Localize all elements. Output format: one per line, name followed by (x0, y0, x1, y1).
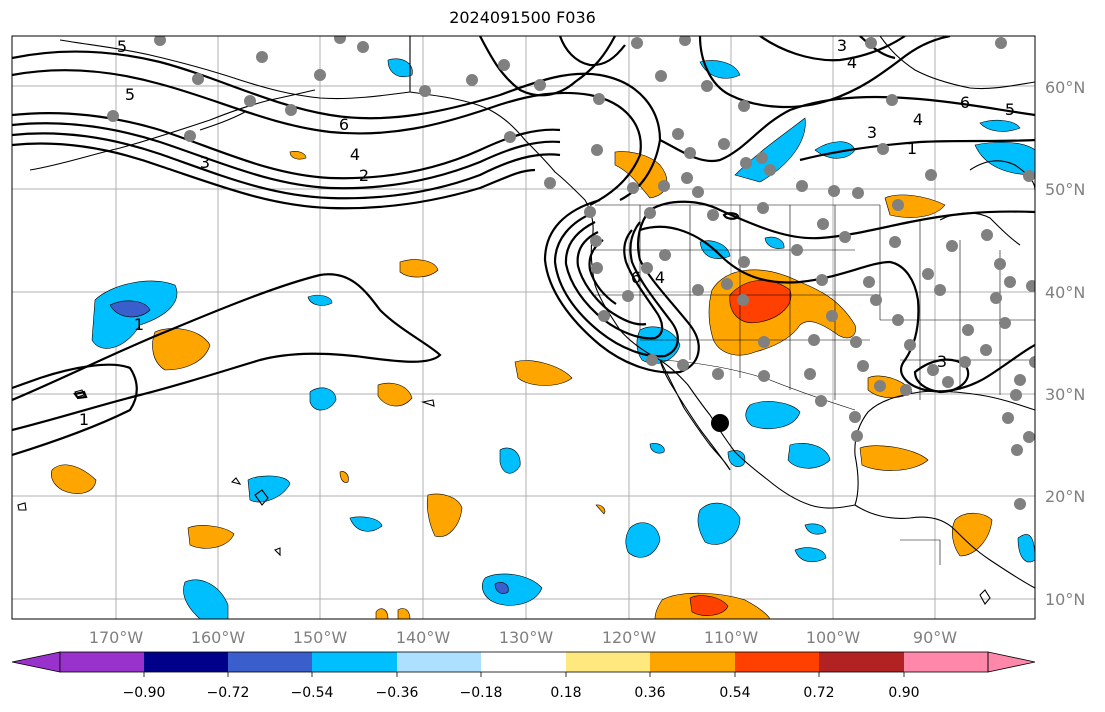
lon-label: 120°W (602, 628, 657, 647)
lon-label: 100°W (806, 628, 861, 647)
lat-label: 50°N (1045, 180, 1085, 199)
contours (12, 36, 1035, 457)
lat-label: 60°N (1045, 78, 1085, 97)
colorbar: −0.90 −0.72 −0.54 −0.36 −0.18 0.18 0.36 … (11, 651, 1036, 701)
svg-text:5: 5 (1005, 100, 1015, 119)
colorbar-tick: 0.72 (803, 685, 834, 701)
lat-label: 30°N (1045, 385, 1085, 404)
svg-text:1: 1 (79, 410, 89, 429)
colorbar-tick: 0.54 (719, 685, 750, 701)
colorbar-tick: −0.72 (207, 685, 250, 701)
lon-label: 170°W (89, 628, 144, 647)
lat-tick-labels: 10°N 20°N 30°N 40°N 50°N 60°N (1045, 78, 1085, 609)
svg-text:4: 4 (350, 145, 360, 164)
svg-text:3: 3 (200, 153, 210, 172)
svg-text:6: 6 (960, 93, 970, 112)
lon-label: 90°W (913, 628, 957, 647)
map-panel (12, 36, 1035, 619)
colorbar-tick: −0.18 (460, 685, 503, 701)
lat-label: 20°N (1045, 487, 1085, 506)
lat-label: 40°N (1045, 283, 1085, 302)
colorbar-tick: −0.90 (123, 685, 166, 701)
station-dots (107, 36, 1035, 510)
lon-tick-labels: 170°W 160°W 150°W 140°W 130°W 120°W 110°… (89, 628, 957, 647)
svg-text:3: 3 (867, 123, 877, 142)
lon-label: 150°W (293, 628, 348, 647)
svg-text:5: 5 (125, 85, 135, 104)
svg-text:4: 4 (655, 268, 665, 287)
svg-text:4: 4 (913, 110, 923, 129)
svg-text:3: 3 (837, 36, 847, 55)
map-frame (11, 35, 1036, 620)
svg-text:4: 4 (847, 53, 857, 72)
svg-text:5: 5 (117, 37, 127, 56)
lon-label: 160°W (191, 628, 246, 647)
svg-text:2: 2 (359, 166, 369, 185)
colorbar-max-arrow (987, 651, 1036, 673)
lat-label: 10°N (1045, 590, 1085, 609)
svg-text:6: 6 (631, 268, 641, 287)
colorbar-min-arrow (11, 651, 61, 673)
colorbar-tick: −0.54 (291, 685, 334, 701)
colorbar-tick: 0.36 (634, 685, 665, 701)
svg-text:3: 3 (937, 352, 947, 371)
svg-text:1: 1 (907, 139, 917, 158)
colorbar-tick: −0.36 (376, 685, 419, 701)
colorbar-tick: 0.90 (888, 685, 919, 701)
highlight-station-marker (711, 414, 729, 432)
colorbar-tick: 0.18 (550, 685, 581, 701)
svg-text:6: 6 (339, 115, 349, 134)
contour-labels: 5 5 6 4 3 2 1 1 3 4 6 5 4 3 1 6 4 3 (79, 36, 1015, 429)
svg-text:1: 1 (134, 315, 144, 334)
map-title: 2024091500 F036 (449, 8, 596, 27)
lon-label: 140°W (396, 628, 451, 647)
lon-label: 110°W (704, 628, 759, 647)
lon-label: 130°W (499, 628, 554, 647)
